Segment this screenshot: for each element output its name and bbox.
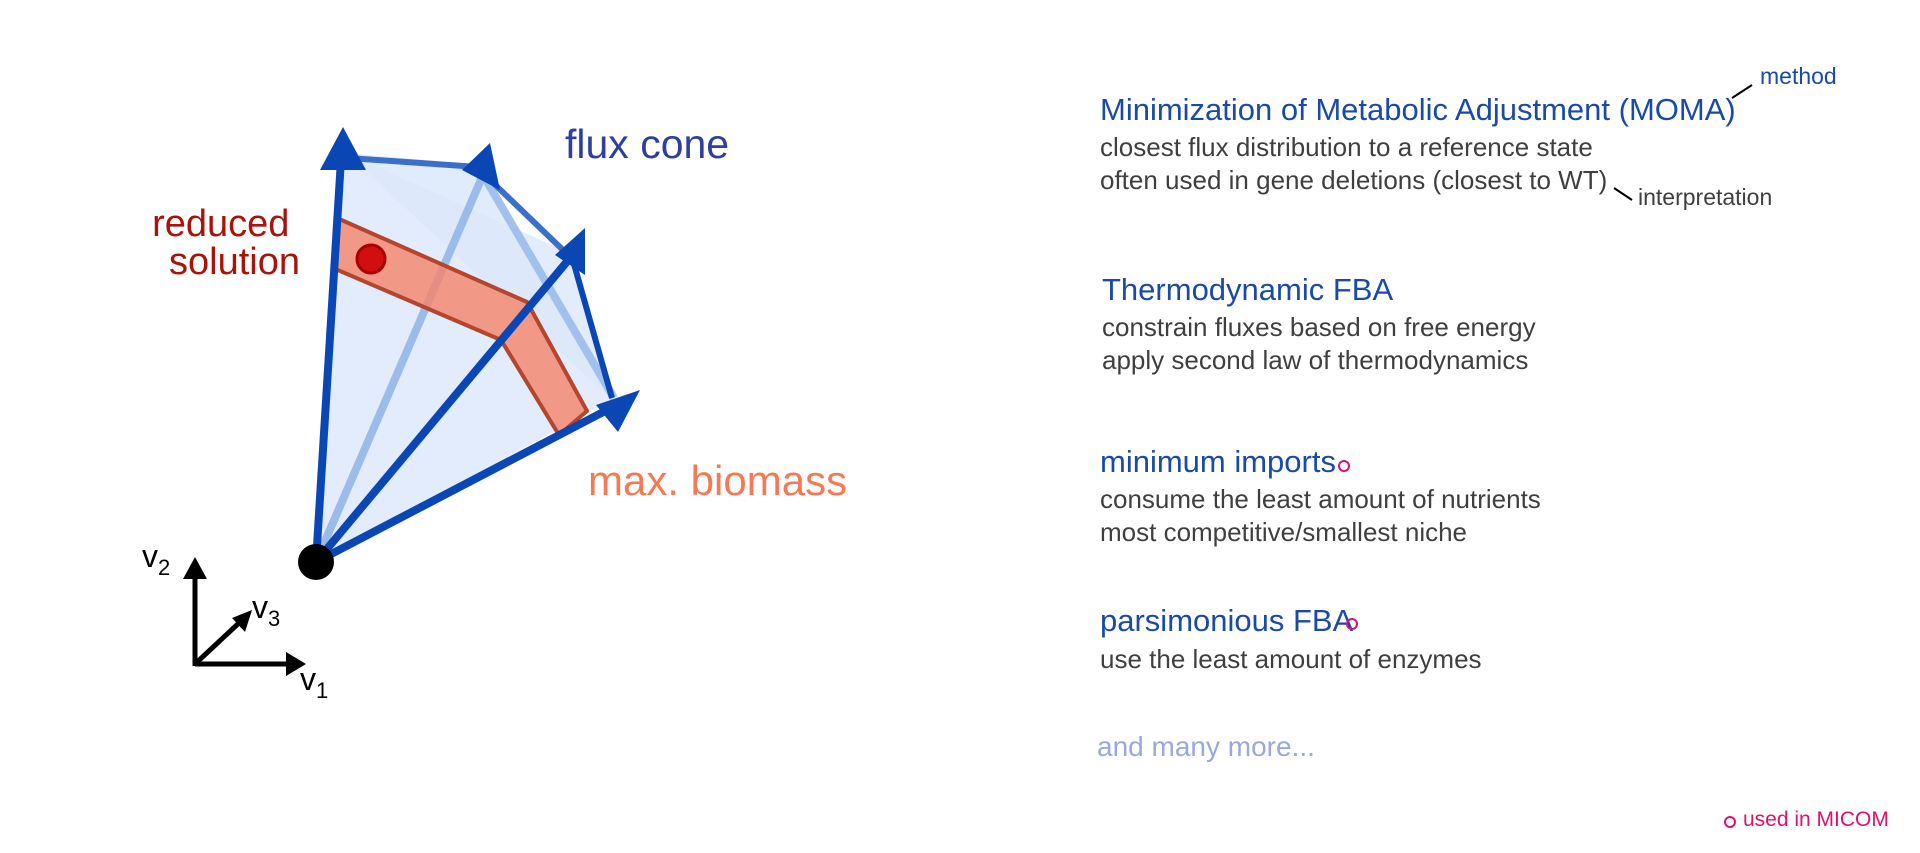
max-biomass-label: max. biomass: [588, 457, 847, 504]
origin-point: [298, 544, 334, 580]
reduced-solution-point: [355, 243, 387, 275]
reduced-solution-label-line2: solution: [169, 241, 300, 283]
axis-v1-label: v1: [300, 661, 328, 703]
cone-back-edge-2: [482, 177, 618, 401]
method-desc-moma-1: closest flux distribution to a reference…: [1100, 132, 1593, 162]
cone-back-edge: [312, 173, 487, 564]
method-desc-minimports-2: most competitive/smallest niche: [1100, 517, 1468, 547]
cone-edge-right-upper: [567, 249, 615, 399]
flux-cone-diagram: flux cone reduced solution max. biomass …: [142, 121, 847, 703]
axis-v2-letter: v: [142, 538, 158, 574]
axis-v3-label: v3: [252, 589, 280, 631]
method-annotation: method: [1760, 63, 1837, 89]
axis-v3-arrowhead: [232, 610, 252, 632]
axis-v3-subscript: 3: [268, 606, 280, 631]
method-annotation-line: [1731, 84, 1753, 99]
legend-micom-marker: [1724, 816, 1736, 828]
method-title-thermodynamic-fba: Thermodynamic FBA: [1102, 272, 1394, 307]
cone-edge-left: [312, 159, 345, 563]
interpretation-annotation-line: [1613, 187, 1633, 201]
method-desc-pfba-1: use the least amount of enzymes: [1100, 644, 1482, 674]
axis-v2-arrowhead: [183, 557, 207, 579]
flux-cone-label: flux cone: [565, 121, 729, 167]
arrowhead-mid: [555, 228, 585, 275]
legend-used-in-micom: used in MICOM: [1743, 808, 1889, 831]
reduced-solution-label-line1: reduced: [152, 203, 289, 245]
axis-v2-subscript: 2: [158, 555, 170, 580]
arrowhead-left: [320, 127, 366, 170]
method-desc-minimports-1: consume the least amount of nutrients: [1100, 484, 1541, 514]
interpretation-annotation: interpretation: [1638, 184, 1773, 210]
axis-v1-subscript: 1: [316, 678, 328, 703]
reduced-solution-label: reduced solution: [152, 203, 300, 283]
arrowhead-right: [596, 390, 640, 432]
method-title-parsimonious-fba: parsimonious FBA: [1100, 603, 1354, 638]
cone-edge-mid: [312, 255, 574, 565]
and-many-more: and many more...: [1097, 731, 1315, 762]
arrowhead-back: [462, 143, 500, 190]
method-title-minimum-imports: minimum imports: [1100, 444, 1336, 479]
method-title-moma: Minimization of Metabolic Adjustment (MO…: [1100, 92, 1736, 127]
cone-edge-top: [347, 155, 479, 170]
micom-marker-parsimonious-fba: [1346, 618, 1358, 630]
cone-edge-bottom: [314, 406, 609, 566]
axis-v1-arrowhead: [286, 652, 306, 676]
axis-v3-letter: v: [252, 589, 268, 625]
axis-v3: [193, 620, 242, 666]
method-desc-thermo-1: constrain fluxes based on free energy: [1102, 312, 1536, 342]
micom-marker-minimum-imports: [1338, 460, 1350, 472]
method-desc-thermo-2: apply second law of thermodynamics: [1102, 345, 1529, 375]
axis-v2-label: v2: [142, 538, 170, 580]
axis-v1-letter: v: [300, 661, 316, 697]
method-desc-moma-2: often used in gene deletions (closest to…: [1100, 165, 1608, 195]
